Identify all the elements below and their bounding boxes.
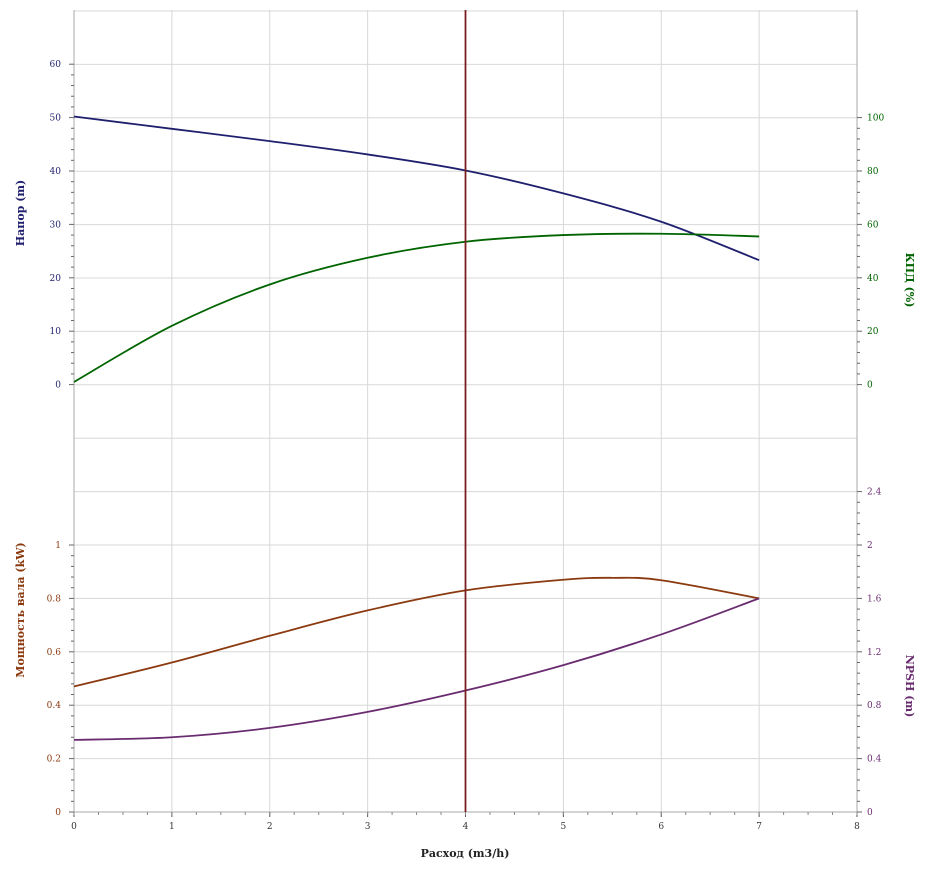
npsh-curve xyxy=(73,597,760,741)
top-right-tick-label: 80 xyxy=(867,167,879,177)
bottom-right-tick-label: 0 xyxy=(867,808,873,818)
npsh-axis-title: NPSH (m) xyxy=(903,655,916,718)
bottom-left-tick-label: 0.4 xyxy=(47,701,62,711)
power-curve xyxy=(73,576,760,688)
bottom-left-tick-label: 0.6 xyxy=(47,648,62,658)
bottom-right-tick-label: 2.4 xyxy=(867,488,882,498)
x-tick-label: 3 xyxy=(365,822,371,832)
series xyxy=(73,10,760,812)
x-tick-label: 5 xyxy=(561,822,567,832)
top-right-tick-label: 100 xyxy=(867,114,884,124)
x-tick-label: 1 xyxy=(169,822,175,832)
x-axis-title: Расход (m3/h) xyxy=(421,847,510,860)
bottom-right-tick-label: 0.4 xyxy=(867,755,882,765)
top-left-tick-label: 60 xyxy=(50,60,62,70)
x-tick-label: 6 xyxy=(658,822,664,832)
top-left-tick-label: 0 xyxy=(55,381,61,391)
efficiency-curve xyxy=(73,232,760,383)
top-right-tick-label: 40 xyxy=(867,274,879,284)
x-tick-label: 0 xyxy=(71,822,77,832)
top-left-tick-label: 20 xyxy=(50,274,62,284)
top-left-tick-label: 30 xyxy=(50,220,62,230)
x-tick-label: 7 xyxy=(756,822,762,832)
head-axis-title: Напор (m) xyxy=(14,180,27,246)
bottom-left-tick-label: 0 xyxy=(55,808,61,818)
bottom-right-tick-label: 1.2 xyxy=(867,648,881,658)
bottom-left-tick-label: 1 xyxy=(55,541,61,551)
power-axis-title: Мощность вала (kW) xyxy=(14,542,27,677)
top-left-tick-label: 10 xyxy=(50,327,62,337)
bottom-left-tick-label: 0.2 xyxy=(47,755,61,765)
efficiency-axis-title: КПД (%) xyxy=(903,253,916,308)
bottom-right-tick-label: 2 xyxy=(867,541,873,551)
bottom-left-tick-label: 0.8 xyxy=(47,594,62,604)
tick-labels: 0 1 2 3 4 5 6 7 8010203040506002040608010000.20.… xyxy=(47,60,885,832)
bottom-right-tick-label: 1.6 xyxy=(867,594,882,604)
top-right-tick-label: 20 xyxy=(867,327,879,337)
top-right-tick-label: 60 xyxy=(867,220,879,230)
top-left-tick-label: 50 xyxy=(50,114,62,124)
x-tick-label: 4 xyxy=(463,822,469,832)
top-left-tick-label: 40 xyxy=(50,167,62,177)
bottom-right-tick-label: 0.8 xyxy=(867,701,882,711)
top-right-tick-label: 0 xyxy=(867,381,873,391)
x-tick-label: 8 xyxy=(854,822,860,832)
x-tick-label: 2 xyxy=(267,822,273,832)
head-curve xyxy=(73,115,760,262)
